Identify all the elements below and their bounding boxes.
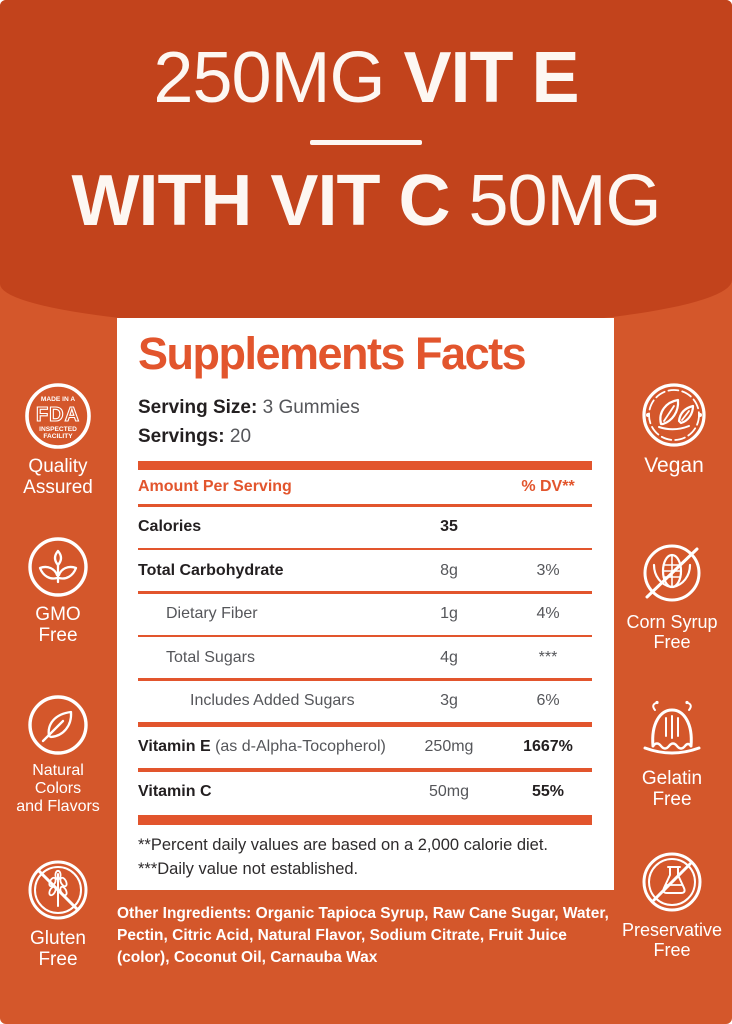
- badge-corn-syrup-free: Corn Syrup Free: [616, 540, 728, 652]
- badge-label: Vegan: [644, 454, 704, 477]
- footnote-daily-values: **Percent daily values are based on a 2,…: [138, 835, 549, 854]
- sprout-icon: [28, 537, 88, 597]
- table-rule: [138, 634, 592, 638]
- table-row-vitamin-c: Vitamin C 50mg 55%: [138, 783, 565, 801]
- headline-vit-e: 250MG VIT E: [153, 38, 579, 118]
- footnotes: **Percent daily values are based on a 2,…: [138, 834, 592, 882]
- table-row-dietary-fiber: Dietary Fiber 1g 4%: [166, 605, 560, 623]
- table-row-total-carbohydrate: Total Carbohydrate 8g 3%: [138, 561, 560, 579]
- fda-seal-icon: MADE IN A FDA INSPECTED FACILITY: [25, 383, 91, 449]
- badge-label: Corn Syrup Free: [626, 612, 718, 653]
- table-row-calories: Calories 35: [138, 518, 458, 536]
- svg-text:FDA: FDA: [36, 404, 80, 426]
- table-rule: [138, 591, 592, 594]
- table-rule: [138, 504, 592, 507]
- wheat-crossed-icon: [28, 860, 88, 920]
- table-rule: [138, 678, 592, 681]
- table-row-vitamin-e: Vitamin E (as d-Alpha-Tocopherol) 250mg …: [138, 738, 573, 756]
- serving-size-line: Serving Size: 3 Gummies: [138, 396, 360, 418]
- svg-text:FACILITY: FACILITY: [43, 433, 73, 440]
- table-rule: [138, 767, 592, 772]
- badge-preservative-free: Preservative Free: [616, 850, 728, 960]
- badge-gluten-free: Gluten Free: [2, 858, 114, 971]
- badge-label: Gluten Free: [30, 928, 86, 971]
- badge-label: Gelatin Free: [641, 768, 703, 811]
- table-row-added-sugars: Includes Added Sugars 3g 6%: [190, 692, 560, 710]
- svg-text:MADE IN A: MADE IN A: [41, 396, 75, 403]
- badge-gelatin-free: Gelatin Free: [616, 698, 728, 811]
- table-row-total-sugars: Total Sugars 4g ***: [166, 648, 558, 666]
- table-header-row: Amount Per Serving % DV**: [138, 478, 575, 496]
- table-rule: [138, 721, 592, 727]
- badge-gmo-free: GMO Free: [2, 536, 114, 647]
- svg-text:INSPECTED: INSPECTED: [39, 426, 77, 433]
- serving-info: Serving Size: 3 Gummies Servings: 20: [138, 393, 592, 452]
- supplement-facts-panel: Supplements Facts Serving Size: 3 Gummie…: [117, 318, 614, 890]
- badge-label: Preservative Free: [621, 920, 723, 961]
- badge-natural-colors: Natural Colors and Flavors: [2, 694, 114, 816]
- panel-title: Supplements Facts: [138, 328, 527, 379]
- badge-quality-assured: MADE IN A FDA INSPECTED FACILITY Quality…: [2, 382, 114, 499]
- corn-crossed-icon: [643, 544, 701, 602]
- table-bottom-bar: [138, 814, 592, 825]
- header-divider: [310, 140, 422, 145]
- servings-line: Servings: 20: [138, 426, 252, 448]
- table-top-bar: [138, 461, 592, 471]
- jelly-icon: [643, 700, 701, 755]
- footnote-not-established: ***Daily value not established.: [138, 859, 359, 878]
- headline-vit-c: WITH VIT C 50MG: [71, 161, 661, 241]
- header-banner: 250MG VIT E WITH VIT C 50MG: [0, 0, 732, 330]
- other-ingredients-text: Other Ingredients: Organic Tapioca Syrup…: [117, 905, 609, 966]
- badge-label: Quality Assured: [23, 456, 93, 499]
- badge-vegan: Vegan: [618, 382, 730, 478]
- table-rule: [138, 547, 592, 551]
- badge-label: GMO Free: [35, 604, 81, 647]
- leaf-icon: [28, 695, 88, 755]
- badge-label: Natural Colors and Flavors: [16, 762, 100, 815]
- vegan-leaves-icon: [642, 383, 706, 447]
- flask-crossed-icon: [642, 852, 702, 912]
